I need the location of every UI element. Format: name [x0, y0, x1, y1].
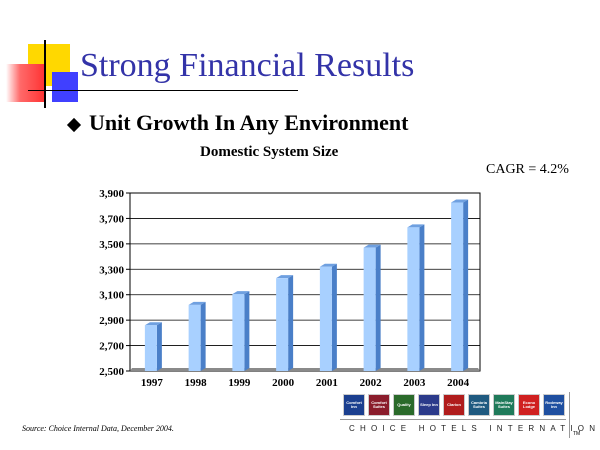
x-tick-label: 2000 [272, 377, 295, 389]
bar-side [200, 301, 206, 371]
bar-top [363, 244, 381, 248]
bar-side [244, 291, 250, 371]
chart-floor [130, 368, 480, 371]
bar-side [156, 322, 162, 371]
bar [363, 244, 381, 371]
brand-logo: Comfort Suites [368, 394, 390, 416]
decor-blue-square [52, 72, 78, 102]
bar-front [276, 278, 289, 371]
y-tick-label: 3,100 [99, 290, 124, 302]
brand-logo: Cambria Suites [468, 394, 490, 416]
brand-logo: Rodeway Inn [543, 394, 565, 416]
bar [232, 291, 250, 371]
x-tick-label: 2002 [360, 377, 383, 389]
bar-side [419, 224, 425, 371]
bar [319, 263, 337, 371]
trademark: TM [573, 431, 581, 437]
decor-vertical-line [44, 40, 46, 108]
brand-logo: Clarion [443, 394, 465, 416]
x-tick-label: 1998 [185, 377, 208, 389]
bar-front [188, 304, 201, 371]
bullet-text: Unit Growth In Any Environment [89, 110, 409, 135]
decor-horizontal-line [28, 90, 298, 91]
y-tick-label: 3,900 [99, 188, 124, 200]
bar-side [463, 199, 469, 371]
bar-front [144, 325, 157, 371]
footer-brand: CHOICE HOTELS INTERNATIONAL [349, 424, 600, 433]
bar-side [288, 275, 294, 371]
plot-frame [129, 192, 481, 372]
x-tick-label: 2003 [403, 377, 426, 389]
page-title: Strong Financial Results [80, 47, 415, 84]
bar [407, 224, 425, 371]
brand-logo: Econo Lodge [518, 394, 540, 416]
bar-front [451, 202, 464, 371]
bar-top [451, 199, 469, 203]
cagr-label: CAGR = 4.2% [486, 162, 569, 177]
chart-title: Domestic System Size [200, 144, 339, 160]
x-tick-label: 1999 [228, 377, 251, 389]
x-tick-label: 2001 [316, 377, 338, 389]
footer-divider [569, 392, 570, 438]
bar [451, 199, 469, 371]
y-tick-label: 3,700 [99, 213, 124, 225]
decor-red-square [6, 64, 46, 102]
bar [144, 322, 162, 371]
bar-side [331, 263, 337, 371]
bar-front [363, 247, 376, 371]
y-tick-label: 3,300 [99, 264, 124, 276]
x-tick-label: 1997 [141, 377, 164, 389]
y-tick-label: 2,700 [99, 341, 124, 353]
bar-front [232, 294, 245, 371]
brand-logo: Comfort Inn [343, 394, 365, 416]
source-note: Source: Choice Internal Data, December 2… [22, 424, 174, 433]
bar-front [407, 227, 420, 371]
brand-logo: Quality [393, 394, 415, 416]
bar [188, 301, 206, 371]
bar-top [188, 301, 206, 305]
bar-top [407, 224, 425, 228]
brand-logo: Sleep Inn [418, 394, 440, 416]
bar [276, 275, 294, 371]
bar-top [232, 291, 250, 295]
bar-top [319, 263, 337, 267]
x-tick-label: 2004 [447, 377, 470, 389]
y-tick-label: 3,500 [99, 239, 124, 251]
bar-side [375, 244, 381, 371]
bar-top [144, 322, 162, 326]
brand-logo: MainStay Suites [493, 394, 515, 416]
brand-logo-strip: Comfort Inn Comfort Suites Quality Sleep In… [343, 394, 565, 416]
y-tick-label: 2,900 [99, 315, 124, 327]
bar-top [276, 275, 294, 279]
y-tick-label: 2,500 [99, 366, 124, 378]
footer-rule [340, 419, 566, 420]
bar-front [319, 266, 332, 371]
